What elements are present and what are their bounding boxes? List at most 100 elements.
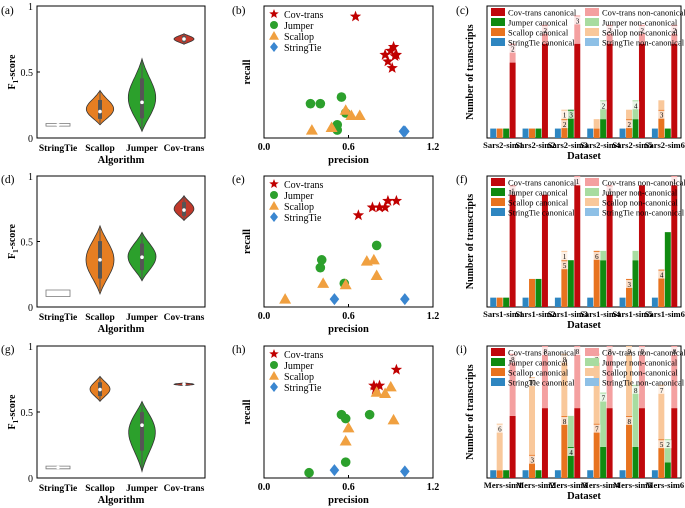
- bar-jumper-canonical: [632, 446, 639, 478]
- x-tick-label: Sars2-sim2: [515, 140, 555, 150]
- value-label: 1: [511, 187, 515, 195]
- value-label-bg: [632, 101, 640, 110]
- legend-marker: [269, 201, 279, 210]
- point-cov-trans: [390, 363, 403, 375]
- x-tick-label: Cov-trans: [164, 144, 205, 154]
- x-tick-label: Scallop: [85, 484, 115, 494]
- bar-scallop-canonical: [626, 119, 632, 138]
- point-jumper: [364, 409, 375, 420]
- point-jumper: [304, 467, 314, 478]
- bar-stringtie-canonical: [587, 297, 594, 307]
- value-label-bg: [496, 424, 504, 433]
- median-dot: [140, 423, 144, 428]
- bar-jumper-canonical: [503, 128, 510, 138]
- bar-jumper-canonical: [567, 260, 574, 307]
- x-tick-label: Mers-sim5: [613, 480, 652, 490]
- bar-scallop-non-canonical: [658, 384, 665, 440]
- legend-swatch: [585, 8, 599, 16]
- bar-cov-trans-canonical: [574, 408, 581, 478]
- bar-scallop-canonical: [561, 119, 568, 138]
- panel-label: (b): [232, 5, 246, 17]
- bar-scallop-canonical: [496, 128, 503, 138]
- point-scallop: [339, 104, 352, 115]
- bar-cov-trans-non-canonical: [541, 24, 548, 44]
- legend-swatch: [491, 208, 505, 216]
- bar-jumper-non-canonical: [632, 384, 639, 447]
- y-label-main: F: [7, 423, 18, 429]
- point-cov-trans: [390, 194, 403, 206]
- legend-label: Scallop non-canonical: [602, 368, 678, 378]
- point-jumper: [336, 92, 347, 102]
- legend-swatch: [585, 358, 599, 366]
- x-tick-label: 0.0: [258, 482, 271, 493]
- point-scallop: [384, 380, 397, 392]
- bar-jumper-canonical: [535, 278, 542, 307]
- value-label-bg: [574, 16, 582, 25]
- legend-swatch: [491, 198, 505, 206]
- legend-swatch: [585, 18, 599, 26]
- bar-stringtie-canonical: [587, 128, 594, 138]
- value-label: 4: [660, 272, 664, 280]
- point-cov-trans: [352, 209, 365, 221]
- value-label: 1: [563, 112, 567, 120]
- point-scallop: [353, 109, 366, 121]
- legend-label: Scallop canonical: [508, 368, 569, 378]
- legend-label: Cov-trans canonical: [508, 8, 577, 18]
- legend-marker: [270, 361, 278, 369]
- bar-chart-2: Sars2-sim1Sars2-sim2Sars2-sim3Sars2-sim4…: [465, 5, 685, 162]
- point-cov-trans: [382, 55, 394, 67]
- median-dot: [56, 465, 60, 470]
- legend-swatch: [585, 198, 599, 206]
- bar-stringtie-canonical: [522, 128, 529, 138]
- value-label-bg: [658, 385, 666, 394]
- legend-swatch: [585, 178, 599, 186]
- plot-frame: [36, 5, 206, 139]
- plot-frame: [36, 175, 206, 308]
- value-label-bg: [509, 44, 517, 53]
- value-label: 2: [666, 441, 670, 449]
- value-label-bg: [606, 186, 614, 195]
- x-tick-label: Sars1-sim4: [580, 309, 621, 319]
- value-label: 3: [569, 112, 573, 120]
- value-label: 1: [608, 187, 612, 195]
- bar-stringtie-canonical: [651, 128, 658, 138]
- bar-cov-trans-canonical: [606, 194, 613, 307]
- point-scallop: [339, 278, 352, 290]
- x-tick-label: Sars1-sim3: [548, 309, 588, 319]
- bar-scallop-canonical: [561, 415, 568, 478]
- legend-label: StringTie non-canonical: [602, 208, 685, 218]
- y-tick-label: 0: [28, 303, 33, 314]
- bar-jumper-canonical: [632, 119, 639, 138]
- point-scallop: [370, 269, 383, 281]
- value-label: 3: [660, 112, 664, 120]
- bar-jumper-canonical: [503, 297, 510, 307]
- x-tick-label: 0.0: [258, 142, 271, 153]
- bar-cov-trans-canonical: [509, 415, 516, 478]
- value-label-bg: [528, 455, 536, 464]
- value-label-bg: [561, 261, 569, 270]
- bar-scallop-canonical: [658, 269, 665, 307]
- x-tick-label: Sars1-sim1: [483, 309, 523, 319]
- bar-scallop-canonical: [561, 260, 568, 307]
- bar-stringtie-canonical: [490, 128, 497, 138]
- value-label: 2: [673, 27, 677, 35]
- value-label-bg: [606, 347, 614, 355]
- median-dot: [98, 258, 102, 262]
- bar-scallop-canonical: [626, 415, 632, 478]
- value-label: 2: [608, 27, 612, 35]
- value-label-bg: [541, 347, 549, 355]
- y-tick-label: 0.5: [21, 238, 34, 249]
- value-label-bg: [658, 110, 666, 119]
- point-scallop: [379, 387, 392, 399]
- legend-marker: [270, 191, 278, 199]
- value-label-bg: [625, 279, 633, 288]
- median-dot: [182, 382, 186, 387]
- y-axis-label: Number of transcripts: [465, 364, 476, 459]
- point-cov-trans: [366, 201, 379, 213]
- value-label-bg: [567, 447, 575, 456]
- x-tick-label: Sars2-sim5: [612, 140, 652, 150]
- legend-label: Scallop: [284, 372, 314, 383]
- y-axis-label: F1-score: [7, 54, 20, 90]
- legend-label: Cov-trans non-canonical: [602, 8, 685, 18]
- legend-marker: [269, 179, 279, 188]
